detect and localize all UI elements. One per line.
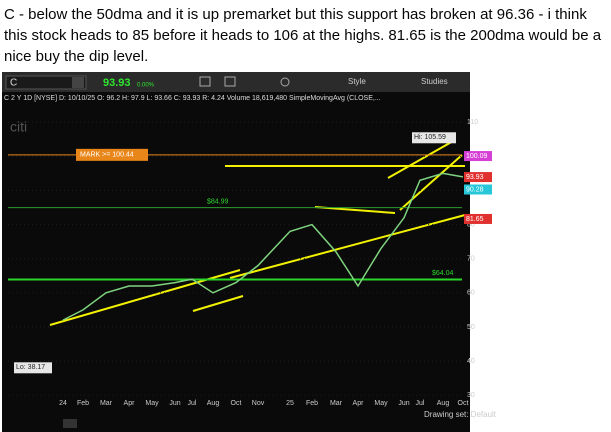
lo-label-bg	[14, 362, 52, 374]
toolbar-icon[interactable]	[280, 77, 290, 87]
symbol-box[interactable]	[5, 75, 87, 90]
x-tick-label: Nov	[252, 400, 265, 407]
x-tick-label: Oct	[458, 400, 469, 407]
x-tick-label: Feb	[306, 400, 318, 407]
level-label: $64.04	[432, 270, 454, 277]
y-tick-label: 110	[467, 119, 478, 126]
y-tick-label: 60	[467, 290, 475, 297]
trendline	[229, 214, 466, 279]
style-button[interactable]: Style	[348, 77, 366, 86]
last-price: 93.93	[103, 77, 131, 89]
change: 0.00%	[137, 83, 155, 89]
y-tick-label: 50	[467, 324, 475, 331]
x-tick-label: Jul	[416, 400, 425, 407]
x-tick-label: Jun	[169, 400, 180, 407]
price-tag	[464, 151, 492, 162]
hi-label: Hi: 105.59	[414, 134, 446, 141]
x-tick-label: Feb	[77, 400, 89, 407]
y-tick-label: 40	[467, 358, 475, 365]
chart-header: C 2 Y 1D [NYSE] D: 10/10/25 O: 96.2 H: 9…	[4, 95, 381, 102]
price-tag-label: 90.28	[466, 186, 484, 193]
x-tick-label: Oct	[231, 400, 242, 407]
dropdown[interactable]	[72, 77, 84, 88]
x-tick-label: Aug	[207, 400, 220, 407]
x-tick-label: 24	[59, 400, 67, 407]
x-tick-label: May	[145, 400, 159, 407]
message-line: this stock heads to 85 before it heads t…	[4, 27, 602, 44]
x-tick-label: Apr	[353, 400, 365, 407]
price-tag	[464, 172, 492, 183]
toolbar	[2, 72, 470, 92]
symbol: C	[10, 78, 17, 89]
level-label: $84.99	[207, 198, 229, 205]
x-tick-label: Jul	[188, 400, 197, 407]
message-line: C - below the 50dma and it is up premark…	[4, 6, 587, 23]
toolbar-icon[interactable]	[199, 76, 211, 87]
watermark: citi	[10, 119, 27, 135]
message-line: nice buy the dip level.	[4, 48, 149, 65]
x-tick-label: Apr	[124, 400, 136, 407]
y-tick-label: 70	[467, 256, 475, 263]
trendline	[387, 139, 456, 179]
price-tag	[464, 184, 492, 195]
price-tag-label: 100.09	[466, 153, 488, 160]
x-tick-label: Mar	[100, 400, 113, 407]
x-tick-label: May	[374, 400, 388, 407]
x-tick-label: Jun	[398, 400, 409, 407]
price-tag-label: 81.65	[466, 216, 484, 223]
x-tick-label: 25	[286, 400, 294, 407]
drawing-set[interactable]: Drawing set: Default	[424, 410, 497, 419]
price-line	[62, 172, 464, 321]
y-tick-label: 80	[467, 221, 475, 228]
chart-background	[2, 72, 470, 432]
scroll-button[interactable]	[63, 419, 77, 428]
price-tag-label: 93.93	[466, 174, 484, 181]
mark-label-bg	[76, 148, 148, 161]
studies-button[interactable]: Studies	[421, 77, 448, 86]
hi-label-bg	[412, 132, 456, 144]
message-text: C - below the 50dma and it is up premark…	[4, 4, 608, 67]
price-tag	[464, 213, 492, 224]
trendline	[399, 154, 463, 211]
y-tick-label: 30	[467, 392, 475, 399]
toolbar-icon[interactable]	[224, 76, 236, 87]
footer-bar	[380, 405, 470, 425]
trendline	[192, 295, 244, 312]
x-tick-label: Mar	[330, 400, 343, 407]
lo-label: Lo: 38.17	[16, 364, 45, 371]
x-tick-label: Aug	[437, 400, 450, 407]
mark-label: MARK >= 100.44	[80, 152, 134, 159]
